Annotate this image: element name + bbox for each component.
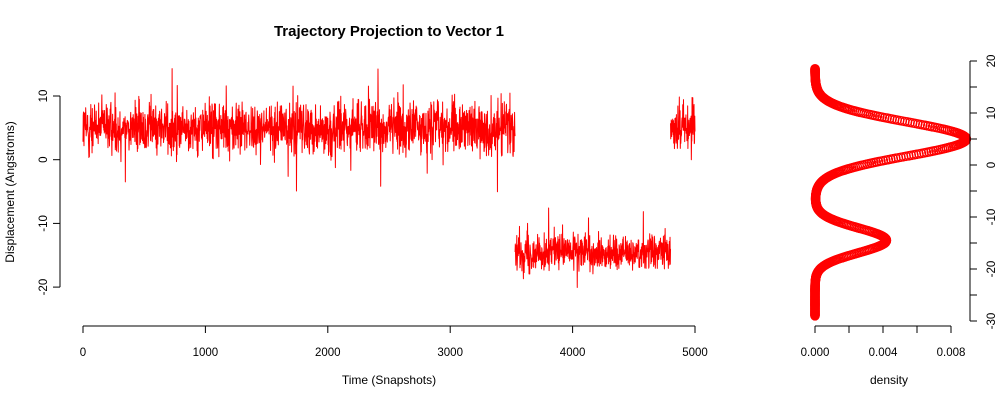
x-tick-label: 2000 <box>315 347 341 359</box>
density-y-tick-label: 0 <box>986 162 998 168</box>
x-tick-label: 5000 <box>682 347 708 359</box>
density-y-tick-label: -10 <box>986 209 998 226</box>
trajectory-line-segment-0 <box>82 68 516 193</box>
y-tick-label: 10 <box>38 90 50 103</box>
density-plot: 20 10 0 -10 -20 -30 0.000 0.004 0.008 density <box>801 55 998 387</box>
x-tick-label: 4000 <box>560 347 586 359</box>
y-tick-label: -20 <box>38 279 50 296</box>
x-tick-label: 1000 <box>193 347 219 359</box>
density-y-tick-label: 10 <box>986 107 998 120</box>
trajectory-line-segment-1 <box>514 207 672 288</box>
density-y-axis: 20 10 0 -10 -20 -30 <box>969 55 998 330</box>
y-tick-label: 0 <box>38 156 50 162</box>
density-y-tick-label: -20 <box>986 261 998 278</box>
trajectory-x-axis: 0 1000 2000 3000 4000 5000 <box>80 325 708 359</box>
density-x-tick-label: 0.008 <box>937 347 966 359</box>
x-tick-label: 0 <box>80 347 86 359</box>
trajectory-line-group <box>82 68 696 288</box>
chart-title: Trajectory Projection to Vector 1 <box>274 23 504 40</box>
trajectory-line-segment-2 <box>670 96 696 161</box>
density-x-axis: 0.000 0.004 0.008 <box>801 325 966 359</box>
y-axis-label: Displacement (Angstroms) <box>3 121 17 262</box>
density-points-group <box>810 64 972 321</box>
x-tick-label: 3000 <box>437 347 463 359</box>
y-tick-label: -10 <box>38 215 50 232</box>
trajectory-plot: 10 0 -10 -20 0 1000 2000 3000 4000 5000 Time (Sn… <box>3 68 708 387</box>
density-y-tick-label: -30 <box>986 313 998 330</box>
trajectory-y-axis: 10 0 -10 -20 <box>38 90 61 296</box>
x-axis-label: Time (Snapshots) <box>342 373 436 387</box>
density-x-axis-label: density <box>870 373 908 387</box>
density-y-tick-label: 20 <box>986 55 998 68</box>
density-point <box>810 64 820 74</box>
density-x-tick-label: 0.000 <box>801 347 830 359</box>
density-x-tick-label: 0.004 <box>869 347 898 359</box>
